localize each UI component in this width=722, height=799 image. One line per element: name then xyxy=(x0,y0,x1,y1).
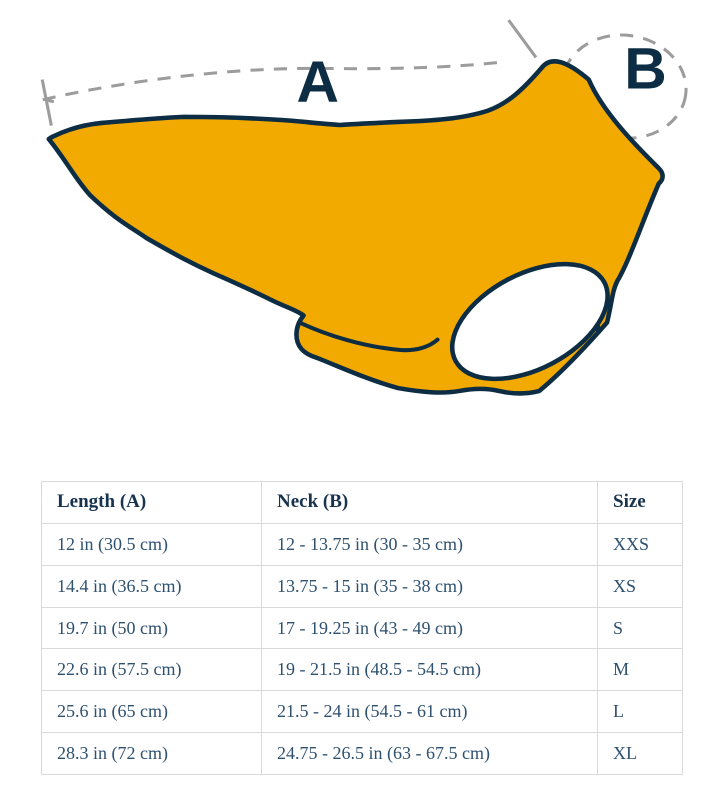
svg-text:A: A xyxy=(296,50,339,115)
svg-text:B: B xyxy=(624,37,667,102)
